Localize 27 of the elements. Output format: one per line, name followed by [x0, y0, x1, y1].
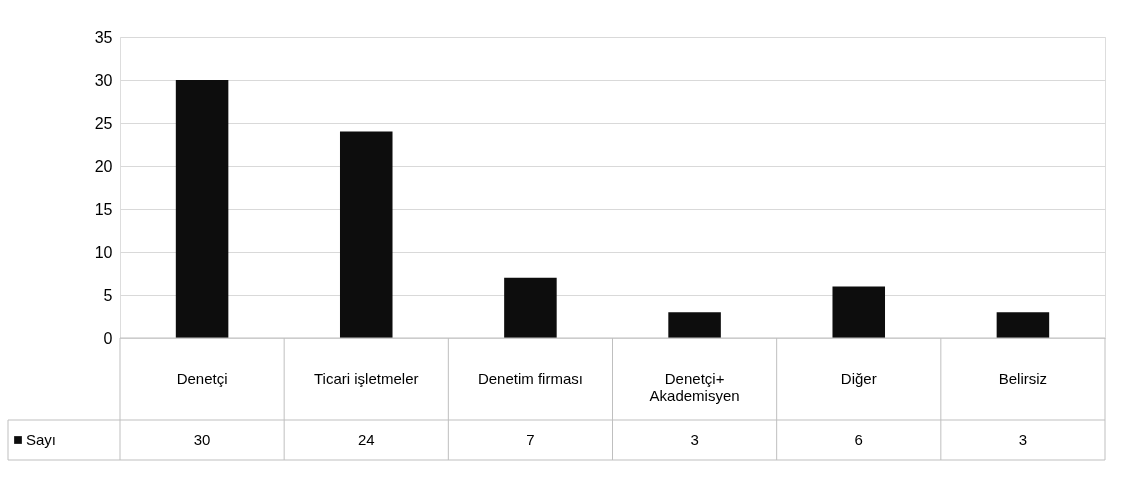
bar: [668, 312, 721, 338]
x-tick-label: Denetçi: [176, 370, 228, 387]
bar: [175, 80, 229, 338]
x-tick-label: Denetim firması: [477, 370, 583, 387]
data-label: 7: [526, 431, 535, 448]
y-tick-label: 5: [103, 286, 113, 304]
x-tick-label: Belirsiz: [998, 370, 1048, 387]
x-tick-label: Diğer: [840, 370, 877, 387]
bar: [996, 312, 1050, 338]
y-tick-label: 20: [94, 157, 113, 175]
legend-label: Sayı: [26, 431, 57, 448]
x-tick-label: Ticari işletmeler: [314, 370, 419, 387]
data-label: 6: [854, 431, 863, 448]
y-tick-label: 35: [94, 28, 113, 46]
data-label: 3: [1018, 431, 1028, 448]
data-label: 24: [357, 431, 375, 448]
y-tick-label: 0: [103, 329, 113, 347]
bar: [339, 131, 393, 338]
y-tick-label: 10: [94, 243, 113, 261]
bar: [832, 286, 886, 338]
y-tick-label: 30: [94, 71, 113, 89]
data-label: 3: [690, 431, 699, 448]
y-tick-label: 15: [94, 200, 113, 218]
data-label: 30: [193, 431, 211, 448]
y-tick-label: 25: [94, 114, 113, 132]
bar: [504, 277, 557, 338]
x-tick-label: Denetçi+ Akademisyen: [649, 370, 740, 404]
